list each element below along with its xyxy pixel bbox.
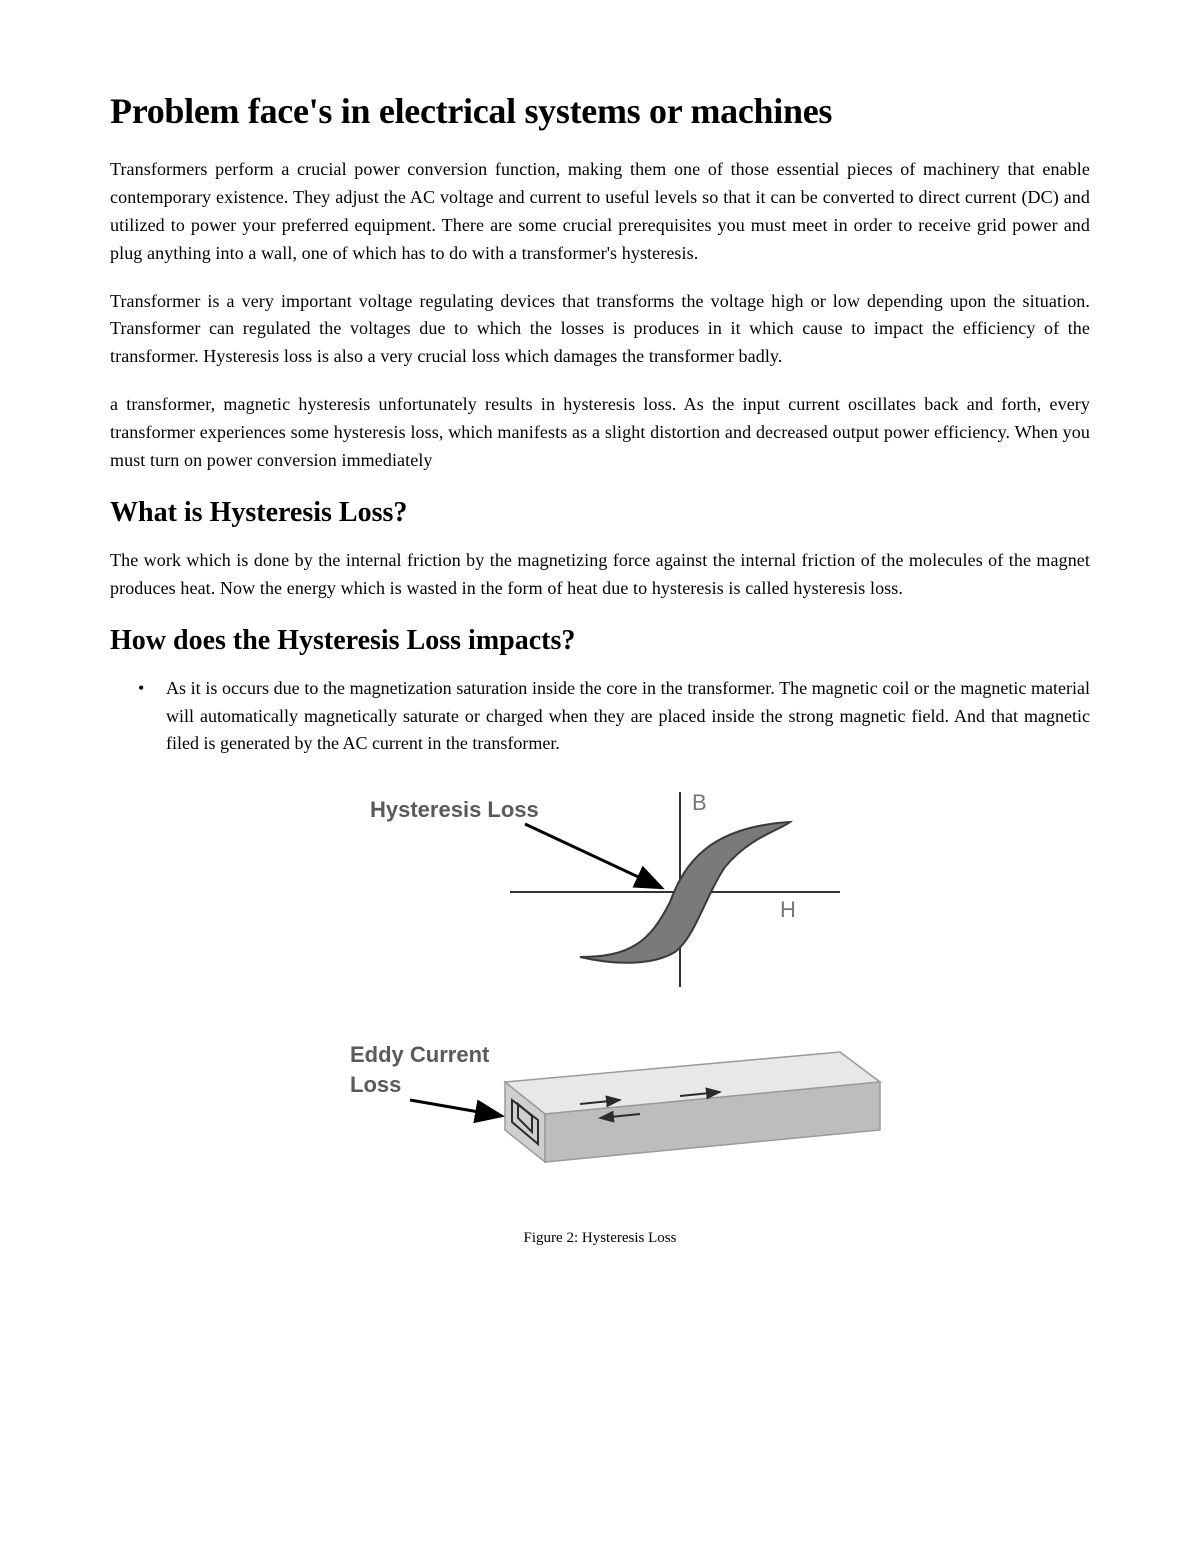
h-axis-label: H xyxy=(780,897,796,922)
section-heading-impacts: How does the Hysteresis Loss impacts? xyxy=(110,625,1090,657)
intro-paragraph-3: a transformer, magnetic hysteresis unfor… xyxy=(110,391,1090,475)
eddy-loss-label: Loss xyxy=(350,1072,401,1097)
what-is-paragraph: The work which is done by the internal f… xyxy=(110,547,1090,603)
eddy-current-group: Eddy Current Loss xyxy=(350,1042,880,1162)
section-heading-what-is: What is Hysteresis Loss? xyxy=(110,497,1090,529)
intro-paragraph-1: Transformers perform a crucial power con… xyxy=(110,156,1090,268)
intro-paragraph-2: Transformer is a very important voltage … xyxy=(110,288,1090,372)
list-item: As it is occurs due to the magnetization… xyxy=(166,675,1090,759)
hysteresis-loop-group: B H Hysteresis Loss xyxy=(370,790,840,987)
eddy-current-label: Eddy Current xyxy=(350,1042,490,1067)
hysteresis-loss-label: Hysteresis Loss xyxy=(370,797,539,822)
page-title: Problem face's in electrical systems or … xyxy=(110,90,1090,132)
impacts-list: As it is occurs due to the magnetization… xyxy=(110,675,1090,759)
hysteresis-figure: B H Hysteresis Loss Eddy Cu xyxy=(110,782,1090,1247)
b-axis-label: B xyxy=(692,790,707,815)
figure-caption: Figure 2: Hysteresis Loss xyxy=(110,1230,1090,1247)
hysteresis-diagram: B H Hysteresis Loss Eddy Cu xyxy=(280,782,920,1222)
